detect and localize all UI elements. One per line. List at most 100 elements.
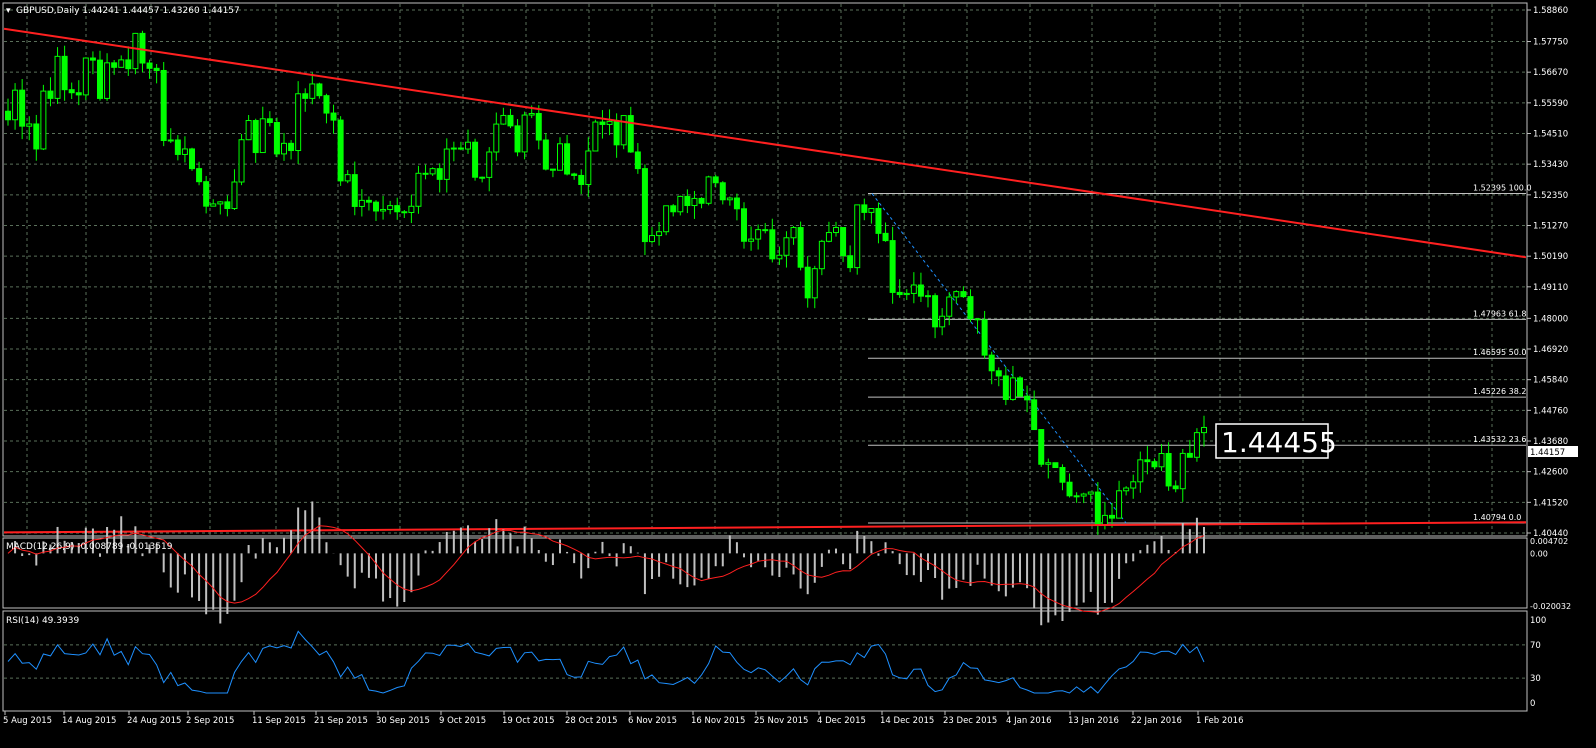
date-tick-label: 30 Sep 2015 bbox=[376, 716, 430, 726]
candle-body-bear bbox=[203, 181, 210, 207]
date-tick-label: 4 Dec 2015 bbox=[817, 716, 866, 726]
candle-body-bull bbox=[1101, 514, 1108, 526]
rsi-panel-frame bbox=[2, 610, 1528, 712]
candle-body-bull bbox=[12, 89, 19, 121]
candle-body-bear bbox=[139, 32, 146, 64]
resistance-trendline[interactable] bbox=[3, 27, 1527, 259]
candle-body-bull bbox=[755, 229, 762, 240]
candle-body-bull bbox=[104, 62, 111, 99]
date-tick-label: 28 Oct 2015 bbox=[565, 716, 618, 726]
rsi-indicator bbox=[4, 630, 1526, 694]
candle-body-bull bbox=[1087, 491, 1094, 495]
candle-body-bear bbox=[1109, 514, 1115, 519]
date-tick-label: 6 Nov 2015 bbox=[628, 716, 677, 726]
price-tick-label: 1.52350 bbox=[1533, 191, 1568, 201]
candle-body-bear bbox=[578, 174, 585, 185]
candle-body-bull bbox=[1193, 432, 1200, 458]
candle-body-bull bbox=[854, 204, 861, 269]
candle-body-bear bbox=[627, 115, 634, 153]
date-tick-label: 9 Oct 2015 bbox=[439, 716, 486, 726]
candle-body-bear bbox=[273, 121, 280, 155]
macd-indicator bbox=[7, 501, 1205, 626]
price-tick-label: 1.48000 bbox=[1533, 314, 1568, 324]
candle-body-bear bbox=[125, 59, 132, 70]
candle-body-bear bbox=[1172, 485, 1179, 490]
candle-body-bear bbox=[932, 295, 939, 328]
candle-body-bull bbox=[1130, 481, 1137, 489]
price-tick-label: 1.46920 bbox=[1533, 345, 1568, 355]
candle-body-bull bbox=[833, 227, 839, 234]
candle-body-bear bbox=[252, 120, 259, 154]
candle-body-bear bbox=[323, 95, 330, 114]
fib-level-label: 1.52395 100.0 bbox=[1473, 184, 1532, 193]
date-tick-label: 4 Jan 2016 bbox=[1006, 716, 1052, 726]
candle-body-bull bbox=[946, 296, 953, 317]
candle-body-bull bbox=[493, 123, 500, 153]
candle-body-bull bbox=[691, 197, 698, 207]
candle-body-bull bbox=[1123, 487, 1130, 492]
macd-signal-line bbox=[7, 525, 1205, 613]
candle-body-bear bbox=[762, 229, 769, 232]
candle-body-bull bbox=[295, 93, 302, 152]
price-tick-label: 1.42600 bbox=[1533, 468, 1568, 478]
candle-body-bear bbox=[889, 240, 896, 293]
date-tick-label: 22 Jan 2016 bbox=[1131, 716, 1182, 726]
candle-body-bear bbox=[613, 120, 620, 146]
date-tick-label: 14 Dec 2015 bbox=[880, 716, 934, 726]
candle-body-bear bbox=[1024, 395, 1031, 401]
candle-body-bull bbox=[465, 141, 471, 150]
candle-body-bear bbox=[47, 90, 54, 99]
candle-body-bull bbox=[528, 112, 535, 116]
candle-body-bull bbox=[231, 181, 238, 210]
candle-body-bear bbox=[1038, 429, 1045, 465]
candle-body-bear bbox=[1031, 399, 1038, 431]
candle-body-bear bbox=[974, 318, 981, 321]
candle-body-bull bbox=[705, 176, 712, 204]
support-trendline[interactable] bbox=[3, 521, 1527, 534]
candle-body-bear bbox=[741, 208, 747, 242]
candle-body-bear bbox=[1151, 461, 1158, 468]
price-tick-label: 1.58860 bbox=[1533, 6, 1568, 16]
candle-body-bear bbox=[288, 142, 295, 152]
candle-body-bear bbox=[5, 110, 11, 121]
candle-body-bull bbox=[387, 205, 394, 210]
date-tick-label: 21 Sep 2015 bbox=[314, 716, 368, 726]
date-tick-label: 24 Aug 2015 bbox=[127, 716, 181, 726]
rsi-tick-label: 100 bbox=[1530, 616, 1546, 626]
candle-body-bear bbox=[1165, 453, 1172, 487]
candle-body-bull bbox=[748, 238, 755, 242]
price-callout-box[interactable] bbox=[1215, 423, 1329, 459]
candle-body-bear bbox=[847, 255, 854, 269]
trendlines[interactable] bbox=[3, 27, 1527, 534]
candle-body-bear bbox=[422, 172, 429, 175]
candle-body-bull bbox=[726, 197, 733, 201]
candle-body-bull bbox=[40, 90, 47, 150]
candle-body-bull bbox=[1045, 462, 1052, 465]
candle-body-bull bbox=[939, 315, 946, 328]
candle-body-bull bbox=[82, 57, 89, 96]
candle-body-bull bbox=[677, 195, 684, 213]
candle-body-bear bbox=[514, 125, 521, 153]
candle-body-bull bbox=[500, 114, 507, 125]
fib-level-label: 1.40794 0.0 bbox=[1473, 513, 1521, 522]
candle-body-bear bbox=[1066, 481, 1073, 497]
price-tick-label: 1.44760 bbox=[1533, 406, 1568, 416]
date-tick-label: 16 Nov 2015 bbox=[691, 716, 745, 726]
date-tick-label: 11 Sep 2015 bbox=[252, 716, 306, 726]
macd-label: MACD(12,26,9) -0.008789 -0.013519 bbox=[6, 542, 173, 552]
candle-body-bear bbox=[564, 143, 571, 175]
candle-body-bear bbox=[61, 55, 68, 91]
candle-body-bull bbox=[868, 208, 875, 213]
chart-menu-arrow-icon[interactable]: ▾ bbox=[6, 6, 11, 16]
candle-body-bear bbox=[684, 195, 691, 207]
candle-body-bull bbox=[656, 231, 663, 237]
candle-body-bull bbox=[132, 32, 139, 70]
candle-body-bull bbox=[585, 150, 592, 185]
macd-panel-frame bbox=[2, 537, 1528, 609]
candle-body-bull bbox=[592, 121, 599, 152]
price-tick-label: 1.55590 bbox=[1533, 99, 1568, 109]
candle-body-bear bbox=[797, 227, 804, 268]
